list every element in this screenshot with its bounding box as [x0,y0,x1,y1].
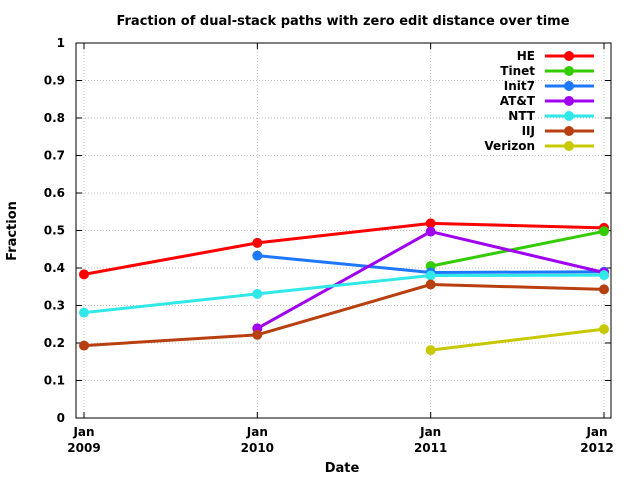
legend-item-ntt: NTT [508,109,594,123]
y-tick-label: 0.4 [44,261,65,275]
legend-swatch-marker [564,111,574,121]
data-point-verizon [599,324,609,335]
legend-label: Verizon [484,139,535,153]
data-point-he [79,269,89,280]
data-point-at-t [425,226,436,237]
x-tick-label-month: Jan [246,425,268,439]
data-point-init7 [252,250,263,261]
y-tick-label: 0.9 [44,74,65,88]
x-tick-label-year: 2010 [241,441,274,455]
series-line-tinet [430,229,605,268]
y-tick-label: 0.2 [44,336,65,350]
x-tick-label-month: Jan [419,425,441,439]
series-he [79,218,609,280]
series-iij [79,279,609,351]
series-tinet [425,226,609,272]
legend-swatch-marker [564,141,574,151]
data-point-he [252,237,263,248]
series-verizon [425,324,609,356]
legend-swatch-marker [564,96,574,106]
y-tick-label: 0.8 [44,111,65,125]
x-tick-label-year: 2012 [580,441,613,455]
data-point-iij [252,329,263,340]
y-tick-label: 0.7 [44,149,65,163]
data-point-iij [599,284,609,295]
legend-label: IIJ [522,124,535,138]
legend-label: Tinet [500,64,535,78]
x-tick-label-year: 2009 [67,441,100,455]
data-point-ntt [425,270,436,281]
y-axis-label: Fraction [5,201,20,261]
legend-item-verizon: Verizon [484,139,594,153]
legend-swatch-marker [564,66,574,76]
series-ntt [79,270,609,318]
series-line-he [83,221,605,276]
legend-swatch-marker [564,126,574,136]
series-line-iij [83,283,605,348]
y-tick-label: 1 [57,36,65,50]
x-tick-label-month: Jan [585,425,607,439]
y-tick-label: 0.5 [44,224,65,238]
legend-label: AT&T [500,94,536,108]
y-axis-ticks: 0 0.1 0.2 0.3 0.4 0.5 0.6 0.7 0.8 0.9 1 [44,36,611,425]
y-tick-label: 0.3 [44,299,65,313]
x-tick-label-month: Jan [72,425,94,439]
data-point-iij [79,340,89,351]
series-line-ntt [83,273,605,315]
series-line-verizon [430,327,605,352]
legend-swatch-marker [564,81,574,91]
data-point-iij [425,279,436,290]
legend-item-init7: Init7 [504,79,594,93]
chart-title: Fraction of dual-stack paths with zero e… [116,14,569,29]
legend-item-he: HE [517,49,594,63]
y-tick-label: 0 [57,411,65,425]
x-axis-label: Date [325,461,360,476]
grid [76,43,611,418]
legend-item-iij: IIJ [522,124,594,138]
y-tick-label: 0.1 [44,374,65,388]
series-layer [79,218,609,356]
legend-label: Init7 [504,79,535,93]
data-point-ntt [79,307,89,318]
data-point-he [425,218,436,229]
legend-item-at-t: AT&T [500,94,594,108]
legend-swatch-marker [564,51,574,61]
data-point-ntt [599,270,609,281]
y-tick-label: 0.6 [44,186,65,200]
data-point-ntt [252,288,263,299]
data-point-verizon [425,345,436,356]
x-axis-ticks: Jan 2009 Jan 2010 Jan 2011 Jan 2012 [67,43,614,455]
legend-item-tinet: Tinet [500,64,594,78]
x-tick-label-year: 2011 [414,441,447,455]
legend-label: HE [517,49,535,63]
legend-label: NTT [508,109,536,123]
data-point-tinet [599,226,609,237]
